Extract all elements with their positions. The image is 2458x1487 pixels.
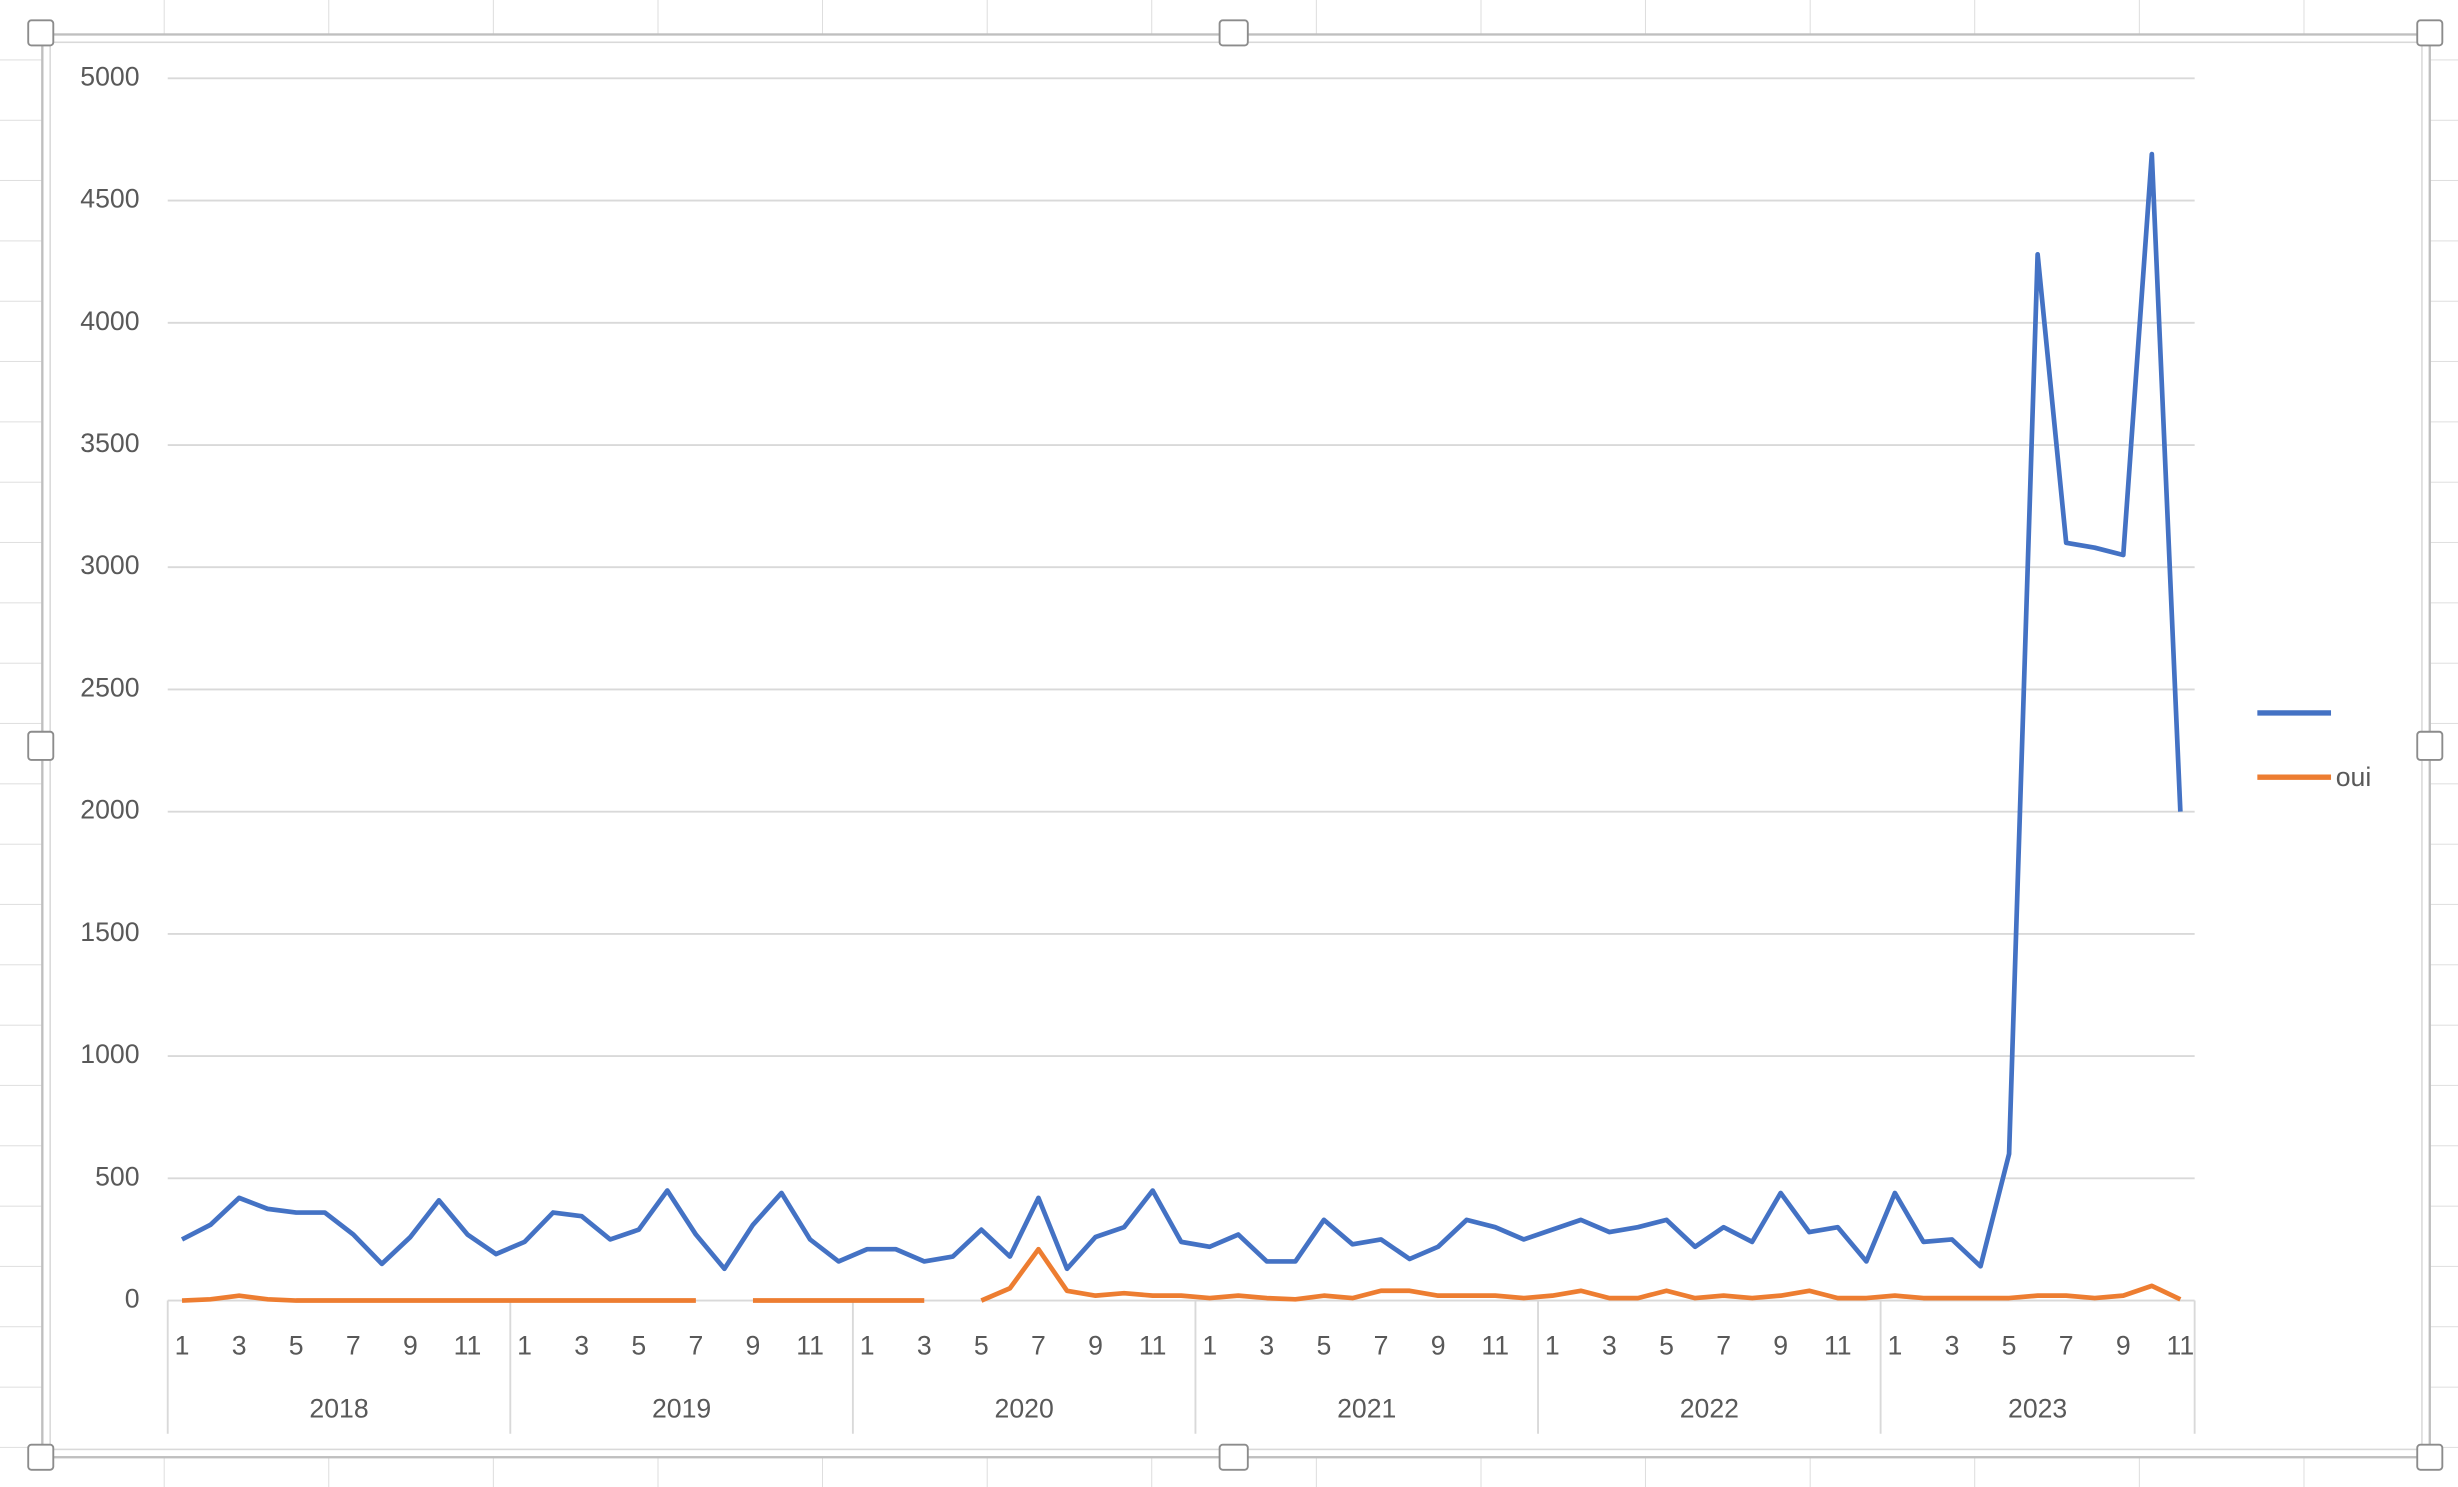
y-tick-label: 2000 <box>80 795 139 825</box>
year-label: 2023 <box>2008 1393 2067 1423</box>
handle[interactable] <box>2416 19 2444 47</box>
y-tick-label: 1000 <box>80 1039 139 1069</box>
x-tick-label: 3 <box>1259 1331 1274 1361</box>
x-tick-label: 9 <box>403 1331 418 1361</box>
handle[interactable] <box>27 19 55 47</box>
y-tick-label: 3000 <box>80 550 139 580</box>
x-tick-label: 11 <box>1824 1331 1852 1361</box>
x-tick-label: 7 <box>346 1331 361 1361</box>
y-tick-label: 2500 <box>80 672 139 702</box>
y-tick-label: 4500 <box>80 184 139 214</box>
x-tick-label: 7 <box>688 1331 703 1361</box>
x-tick-label: 1 <box>860 1331 875 1361</box>
x-tick-label: 9 <box>1088 1331 1103 1361</box>
x-tick-label: 3 <box>917 1331 932 1361</box>
x-tick-label: 11 <box>1481 1331 1509 1361</box>
x-tick-label: 7 <box>1031 1331 1046 1361</box>
x-tick-label: 1 <box>517 1331 532 1361</box>
y-tick-label: 5000 <box>80 61 139 91</box>
handle[interactable] <box>1218 1443 1249 1471</box>
y-tick-label: 500 <box>95 1161 139 1191</box>
y-tick-label: 3500 <box>80 428 139 458</box>
x-tick-label: 5 <box>974 1331 989 1361</box>
x-tick-label: 5 <box>1317 1331 1332 1361</box>
handle[interactable] <box>2416 1443 2444 1471</box>
x-tick-label: 9 <box>1431 1331 1446 1361</box>
x-tick-label: 11 <box>796 1331 824 1361</box>
x-tick-label: 5 <box>631 1331 646 1361</box>
y-tick-label: 4000 <box>80 306 139 336</box>
year-label: 2022 <box>1680 1393 1739 1423</box>
x-tick-label: 9 <box>1773 1331 1788 1361</box>
year-label: 2019 <box>652 1393 711 1423</box>
year-label: 2021 <box>1337 1393 1396 1423</box>
year-label: 2020 <box>995 1393 1054 1423</box>
x-tick-label: 1 <box>175 1331 190 1361</box>
x-tick-label: 7 <box>1716 1331 1731 1361</box>
handle[interactable] <box>2416 730 2444 761</box>
x-tick-label: 3 <box>232 1331 247 1361</box>
x-tick-label: 3 <box>1602 1331 1617 1361</box>
x-tick-label: 1 <box>1202 1331 1217 1361</box>
x-tick-label: 5 <box>2002 1331 2017 1361</box>
resize-handles <box>27 19 2444 1471</box>
year-label: 2018 <box>309 1393 368 1423</box>
legend-label: oui <box>2336 762 2372 792</box>
chart-area[interactable] <box>41 33 2431 1459</box>
x-tick-label: 1 <box>1545 1331 1560 1361</box>
x-tick-label: 5 <box>289 1331 304 1361</box>
x-tick-label: 3 <box>1945 1331 1960 1361</box>
y-tick-label: 0 <box>125 1284 140 1314</box>
plot: 0 500 1000 1500 2000 2500 3000 3500 4000 4500 5000… <box>80 61 2372 1434</box>
y-tick-label: 1500 <box>80 917 139 947</box>
x-tick-label: 11 <box>1139 1331 1167 1361</box>
series-line <box>180 151 2183 1272</box>
x-tick-label: 9 <box>746 1331 761 1361</box>
series-line <box>181 1246 2182 1303</box>
handle[interactable] <box>27 1443 55 1471</box>
handle[interactable] <box>1218 19 1249 47</box>
x-tick-label: 11 <box>2167 1331 2195 1361</box>
x-tick-label: 9 <box>2116 1331 2131 1361</box>
x-tick-label: 3 <box>574 1331 589 1361</box>
x-tick-label: 1 <box>1887 1331 1902 1361</box>
x-tick-label: 5 <box>1659 1331 1674 1361</box>
x-tick-label: 7 <box>2059 1331 2074 1361</box>
x-tick-label: 11 <box>454 1331 482 1361</box>
handle[interactable] <box>27 730 55 761</box>
x-tick-label: 7 <box>1374 1331 1389 1361</box>
